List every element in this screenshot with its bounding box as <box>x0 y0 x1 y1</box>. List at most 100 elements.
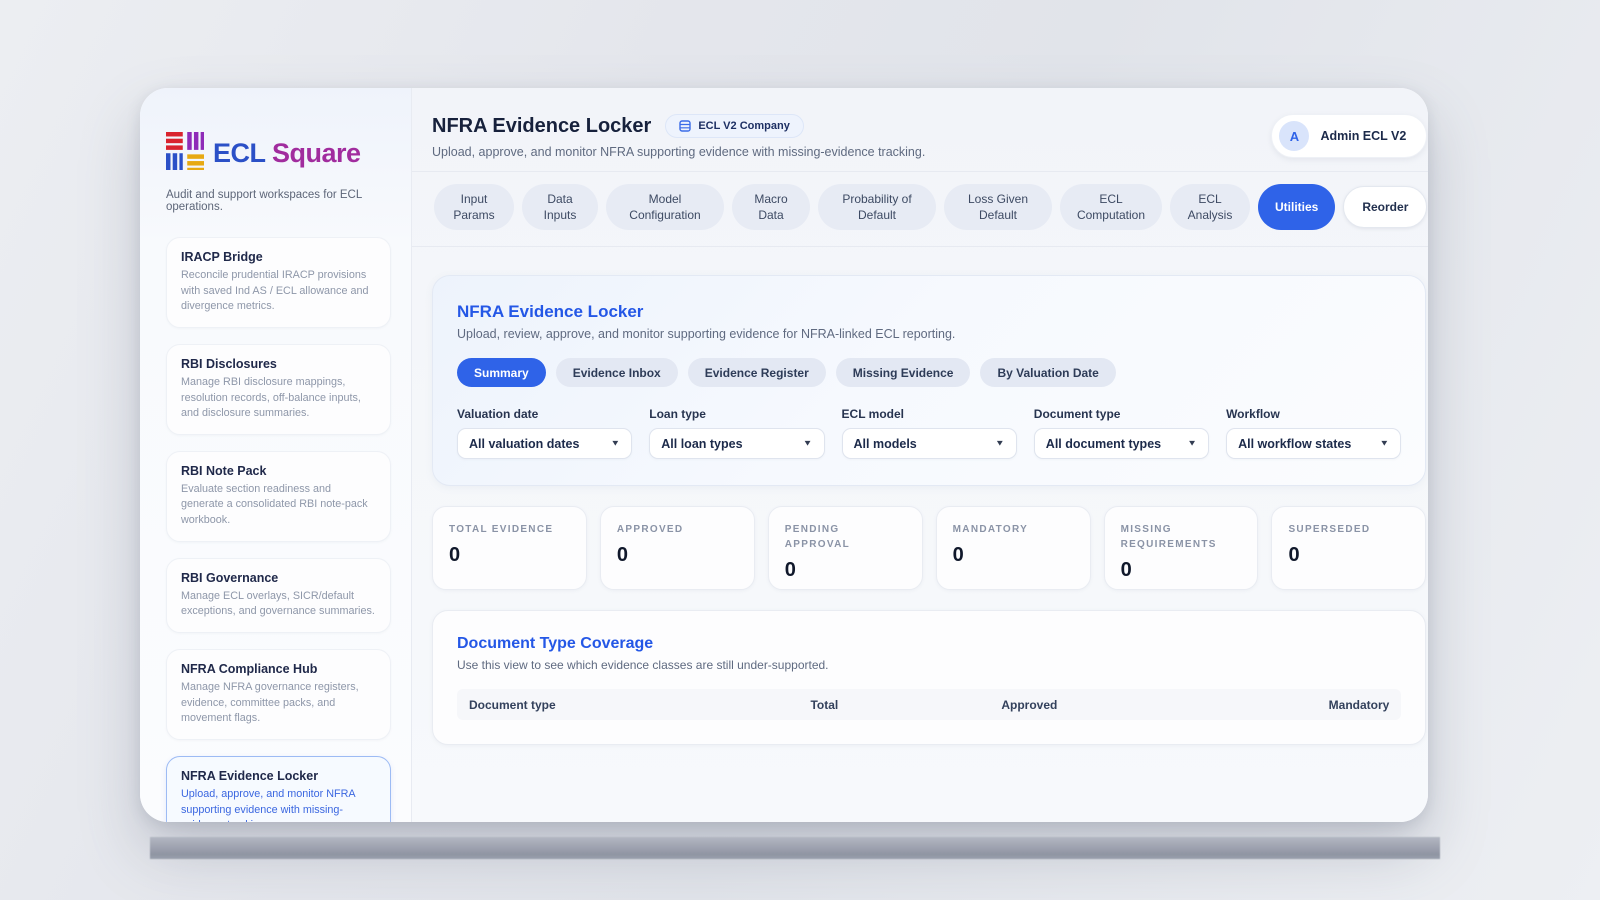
sidebar-item-title: NFRA Compliance Hub <box>181 662 318 677</box>
company-badge-label: ECL V2 Company <box>698 120 790 132</box>
stat-value: 0 <box>952 544 964 566</box>
stat-superseded: SUPERSEDED 0 <box>1271 506 1427 590</box>
stat-approved: APPROVED 0 <box>599 506 755 590</box>
loan-type-select[interactable]: All loan types ▼ <box>649 428 825 459</box>
sidebar-item-desc: Manage RBI disclosure mappings, resoluti… <box>181 375 361 420</box>
page-title: NFRA Evidence Locker <box>432 114 652 137</box>
filter-loan-type: Loan type All loan types ▼ <box>649 407 825 459</box>
filter-workflow: Workflow All workflow states ▼ <box>1226 407 1402 459</box>
stats-row: TOTAL EVIDENCE 0 APPROVED 0 PENDING APPR… <box>432 506 1427 590</box>
tab-model-configuration[interactable]: Model Configuration <box>606 184 724 230</box>
valuation-date-select[interactable]: All valuation dates ▼ <box>457 428 633 459</box>
evidence-locker-panel: NFRA Evidence Locker Upload, review, app… <box>432 275 1427 486</box>
stat-label: TOTAL EVIDENCE <box>449 524 554 535</box>
page-header: NFRA Evidence Locker ECL V2 Company Uplo… <box>412 88 1428 172</box>
filter-row: Valuation date All valuation dates ▼ Loa… <box>457 407 1402 459</box>
filter-label: Document type <box>1033 407 1121 421</box>
filter-ecl-model: ECL model All models ▼ <box>841 407 1017 459</box>
logo-wordmark: ECL Square <box>213 138 361 168</box>
sidebar-item-rbi-disclosures[interactable]: RBI Disclosures Manage RBI disclosure ma… <box>166 343 391 435</box>
sidebar-item-desc: Upload, approve, and monitor NFRA suppor… <box>181 787 356 822</box>
tab-macro-data[interactable]: Macro Data <box>732 184 810 230</box>
stat-value: 0 <box>616 544 629 566</box>
document-type-coverage-card: Document Type Coverage Use this view to … <box>432 610 1427 745</box>
column-total: Total <box>810 697 839 712</box>
column-document-type: Document type <box>469 697 556 712</box>
reorder-button[interactable]: Reorder <box>1343 186 1428 228</box>
stat-value: 0 <box>784 559 796 581</box>
stat-value: 0 <box>449 544 461 566</box>
chevron-down-icon: ▼ <box>610 439 621 448</box>
select-value: All loan types <box>661 436 743 451</box>
select-value: All workflow states <box>1238 436 1352 451</box>
document-type-select[interactable]: All document types ▼ <box>1033 428 1210 459</box>
sidebar-item-nfra-compliance-hub[interactable]: NFRA Compliance Hub Manage NFRA governan… <box>166 649 391 740</box>
stat-value: 0 <box>1288 544 1300 566</box>
filter-label: Loan type <box>649 407 706 421</box>
sidebar-item-title: IRACP Bridge <box>181 250 263 264</box>
ecl-model-select[interactable]: All models ▼ <box>841 428 1017 459</box>
coverage-title: Document Type Coverage <box>457 635 654 652</box>
user-name: Admin ECL V2 <box>1320 129 1407 143</box>
user-menu[interactable]: A Admin ECL V2 <box>1271 114 1428 158</box>
tab-utilities[interactable]: Utilities <box>1258 184 1336 230</box>
sidebar-item-desc: Manage ECL overlays, SICR/default except… <box>181 589 375 618</box>
tab-loss-given-default[interactable]: Loss Given Default <box>944 184 1052 230</box>
filter-document-type: Document type All document types ▼ <box>1033 407 1210 459</box>
stat-total-evidence: TOTAL EVIDENCE 0 <box>432 506 587 590</box>
sidebar-nav: IRACP Bridge Reconcile prudential IRACP … <box>166 237 391 822</box>
select-value: All document types <box>1045 436 1162 451</box>
sidebar-item-title: NFRA Evidence Locker <box>181 768 319 783</box>
main-area: NFRA Evidence Locker ECL V2 Company Uplo… <box>412 88 1428 822</box>
page-subtitle: Upload, approve, and monitor NFRA suppor… <box>432 145 926 159</box>
tab-probability-of-default[interactable]: Probability of Default <box>818 184 936 230</box>
stat-value: 0 <box>1120 559 1132 581</box>
filter-label: Valuation date <box>457 407 539 421</box>
filter-label: ECL model <box>841 407 904 421</box>
window-shadow <box>150 837 1440 859</box>
coverage-table-header: Document type Total Approved Mandatory <box>457 689 1402 720</box>
pill-missing-evidence[interactable]: Missing Evidence <box>835 358 971 387</box>
chevron-down-icon: ▼ <box>994 439 1005 448</box>
stat-label: MISSING REQUIREMENTS <box>1120 524 1217 550</box>
sidebar-item-rbi-governance[interactable]: RBI Governance Manage ECL overlays, SICR… <box>166 557 391 634</box>
content-scroll-area: NFRA Evidence Locker Upload, review, app… <box>412 247 1428 822</box>
stat-mandatory: MANDATORY 0 <box>935 506 1091 590</box>
workflow-select[interactable]: All workflow states ▼ <box>1226 428 1402 459</box>
avatar: A <box>1279 121 1310 151</box>
tab-ecl-computation[interactable]: ECL Computation <box>1060 184 1162 230</box>
sidebar-item-title: RBI Governance <box>181 570 279 585</box>
stat-label: SUPERSEDED <box>1288 524 1371 535</box>
tab-ecl-analysis[interactable]: ECL Analysis <box>1170 184 1250 230</box>
tab-input-params[interactable]: Input Params <box>434 184 514 230</box>
pill-summary[interactable]: Summary <box>457 358 546 387</box>
panel-subtitle: Upload, review, approve, and monitor sup… <box>457 327 956 341</box>
tab-data-inputs[interactable]: Data Inputs <box>522 184 598 230</box>
column-mandatory: Mandatory <box>1328 697 1390 712</box>
select-value: All valuation dates <box>469 436 580 451</box>
pill-evidence-inbox[interactable]: Evidence Inbox <box>555 358 678 387</box>
pill-by-valuation-date[interactable]: By Valuation Date <box>980 358 1116 387</box>
pill-evidence-register[interactable]: Evidence Register <box>687 358 826 387</box>
panel-title: NFRA Evidence Locker <box>457 302 644 321</box>
sidebar-item-title: RBI Disclosures <box>181 356 277 371</box>
sidebar-item-title: RBI Note Pack <box>181 463 267 478</box>
coverage-subtitle: Use this view to see which evidence clas… <box>457 658 829 672</box>
logo: ECL Square <box>166 132 391 175</box>
filter-label: Workflow <box>1226 407 1280 421</box>
stat-label: APPROVED <box>616 524 684 535</box>
stat-label: PENDING APPROVAL <box>784 524 851 550</box>
sidebar-item-desc: Reconcile prudential IRACP provisions wi… <box>181 269 369 313</box>
sidebar-item-iracp-bridge[interactable]: IRACP Bridge Reconcile prudential IRACP … <box>166 237 391 328</box>
sidebar-item-nfra-evidence-locker[interactable]: NFRA Evidence Locker Upload, approve, an… <box>166 755 391 822</box>
company-badge[interactable]: ECL V2 Company <box>665 114 804 138</box>
spreadsheet-icon <box>679 120 692 132</box>
stat-label: MANDATORY <box>952 524 1029 535</box>
app-window: ECL Square Audit and support workspaces … <box>140 88 1428 822</box>
chevron-down-icon: ▼ <box>1187 439 1198 448</box>
chevron-down-icon: ▼ <box>802 439 813 448</box>
sidebar-item-rbi-note-pack[interactable]: RBI Note Pack Evaluate section readiness… <box>166 450 391 542</box>
logo-grid-icon <box>166 132 204 175</box>
module-tabbar: Input Params Data Inputs Model Configura… <box>412 172 1428 247</box>
view-pills: Summary Evidence Inbox Evidence Register… <box>457 358 1401 387</box>
